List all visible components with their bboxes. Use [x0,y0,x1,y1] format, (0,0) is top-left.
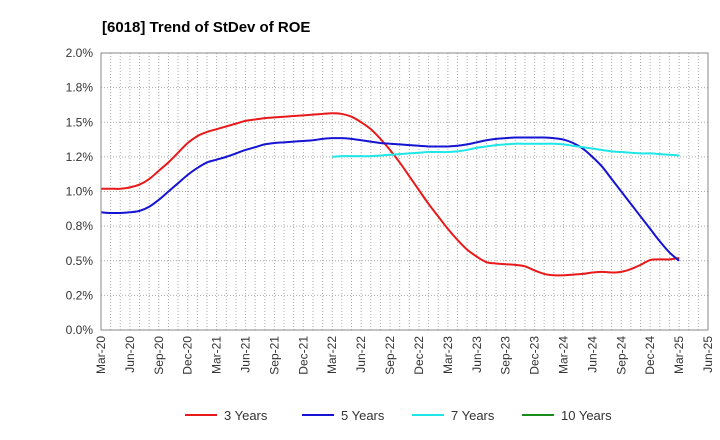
x-tick-label: Sep-23 [499,336,513,375]
x-tick-label: Sep-20 [152,336,166,375]
x-tick-label: Dec-21 [296,336,310,375]
y-tick-label: 2.0% [66,46,94,60]
series-line-7-years [332,142,680,158]
x-tick-label: Mar-24 [556,336,570,374]
y-tick-label: 1.2% [66,150,94,164]
x-tick-label: Sep-22 [383,336,397,375]
y-tick-label: 0.8% [66,219,94,233]
x-tick-label: Dec-24 [643,336,657,375]
plot-frame [100,52,709,331]
x-tick-label: Mar-25 [672,336,686,374]
y-tick-label: 1.8% [66,81,94,95]
x-tick-label: Mar-22 [325,336,339,374]
x-tick-label: Sep-21 [267,336,281,375]
x-axis-ticks: Mar-20 Jun-20 Sep-20 Dec-20 Mar-21 Jun-21 Sep-… [94,336,715,375]
chart-title: [6018] Trend of StDev of ROE [102,19,310,36]
y-tick-label: 0.5% [66,254,94,268]
series-line-3-years [101,112,680,277]
x-tick-label: Mar-20 [94,336,108,374]
x-tick-label: Jun-21 [239,336,253,373]
series-line-5-years [100,136,680,262]
y-tick-label: 0.2% [66,288,94,302]
legend-label: 5 Years [341,408,385,423]
legend-label: 7 Years [451,408,495,423]
x-tick-label: Jun-20 [123,336,137,373]
legend-label: 3 Years [224,408,268,423]
x-tick-label: Sep-24 [614,336,628,375]
legend-label: 10 Years [561,408,612,423]
x-tick-label: Mar-23 [441,336,455,374]
x-tick-label: Mar-21 [210,336,224,374]
x-tick-label: Jun-24 [585,336,599,373]
x-tick-label: Dec-22 [412,336,426,375]
series-lines [100,112,680,277]
y-axis-ticks: 0.0% 0.2% 0.5% 0.8% 1.0% 1.2% 1.5% 1.8% 2.0% [66,46,94,337]
x-tick-label: Jun-22 [354,336,368,373]
x-tick-label: Jun-23 [470,336,484,373]
y-tick-label: 1.0% [66,185,94,199]
grid [101,53,708,330]
y-tick-label: 1.5% [66,115,94,129]
x-tick-label: Dec-20 [181,336,195,375]
legend: 3 Years 5 Years 7 Years 10 Years [185,408,612,423]
x-tick-label: Jun-25 [701,336,715,373]
x-tick-label: Dec-23 [528,336,542,375]
y-tick-label: 0.0% [66,323,94,337]
